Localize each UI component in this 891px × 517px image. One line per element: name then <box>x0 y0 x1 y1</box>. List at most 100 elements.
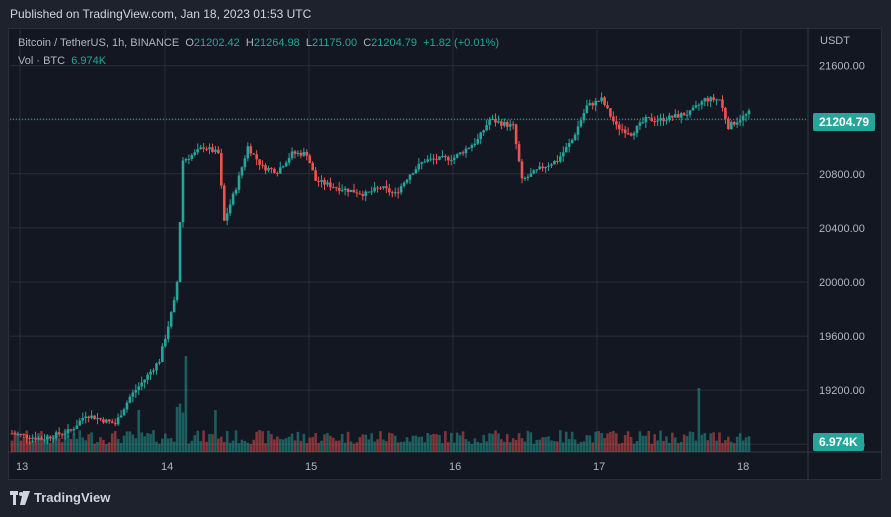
candle-body <box>281 166 285 168</box>
volume-bar <box>84 440 87 452</box>
volume-bar <box>122 435 126 452</box>
volume-bar <box>184 356 188 452</box>
volume-bar <box>281 439 285 452</box>
tradingview-logo-icon <box>10 490 30 505</box>
volume-bar <box>161 438 164 452</box>
candle-body <box>441 156 444 158</box>
candle-body <box>564 146 568 153</box>
candle-body <box>367 191 371 193</box>
volume-bar <box>287 436 291 452</box>
candle-body <box>261 164 264 166</box>
volume-bar <box>396 442 400 452</box>
published-text: Published on TradingView.com, Jan 18, 20… <box>10 7 312 21</box>
volume-bar <box>317 442 320 452</box>
candle-body <box>293 151 297 154</box>
volume-bar <box>163 433 167 452</box>
volume-bar <box>629 436 633 452</box>
volume-bar <box>379 431 382 452</box>
candle-body <box>140 382 144 387</box>
candle-body <box>538 166 541 170</box>
candle-body <box>214 149 217 153</box>
time-tick-label: 17 <box>593 461 605 473</box>
candle-body <box>193 152 197 156</box>
volume-bar <box>606 433 609 452</box>
volume-bar <box>187 443 191 452</box>
candle-body <box>379 187 382 189</box>
candle-body <box>473 143 477 146</box>
price-chart[interactable]: 21600.0021200.0020800.0020400.0020000.00… <box>8 28 882 480</box>
candle-body <box>382 186 385 188</box>
volume-bar <box>382 439 385 452</box>
volume-bar <box>51 434 55 452</box>
candle-body <box>606 105 609 109</box>
candle-body <box>317 180 320 182</box>
volume-bar <box>358 437 362 452</box>
candle-body <box>503 121 506 126</box>
candle-body <box>225 213 229 221</box>
candle-body <box>438 156 441 160</box>
volume-label[interactable]: Vol · BTC <box>18 55 66 67</box>
candle-body <box>579 120 583 127</box>
candle-body <box>326 182 329 185</box>
candle-body <box>402 182 406 187</box>
volume-bar <box>458 435 462 452</box>
volume-bar <box>220 436 223 452</box>
candle-body <box>72 429 76 431</box>
volume-bar <box>199 441 202 452</box>
volume-bar <box>346 431 350 452</box>
volume-bar <box>417 436 421 452</box>
chart-frame[interactable] <box>8 28 882 480</box>
volume-bar <box>523 441 527 452</box>
volume-bar <box>706 440 710 452</box>
volume-bar <box>455 432 459 452</box>
candle-body <box>102 419 105 423</box>
candle-body <box>482 130 485 133</box>
low-label: L <box>305 37 312 49</box>
volume-bar <box>582 441 586 452</box>
price-tick-label: 19200.00 <box>819 385 865 397</box>
last-price-tag: 21204.79 <box>813 113 876 131</box>
volume-bar <box>152 430 155 452</box>
volume-bar <box>105 443 108 452</box>
candle-body <box>81 417 85 421</box>
volume-bar <box>225 431 229 452</box>
candle-body <box>370 191 373 193</box>
volume-bar <box>550 440 553 452</box>
volume-bar <box>623 435 627 452</box>
candle-body <box>479 132 483 140</box>
candle-body <box>718 99 721 101</box>
candle-body <box>231 193 235 205</box>
candle-body <box>570 139 574 144</box>
volume-bar <box>329 435 332 452</box>
volume-bar <box>494 430 497 452</box>
volume-bar <box>600 432 603 452</box>
candle-body <box>202 147 205 149</box>
volume-bar <box>432 433 435 452</box>
volume-bar <box>612 430 615 452</box>
symbol-label[interactable]: Bitcoin / TetherUS, 1h, BINANCE <box>18 37 180 49</box>
volume-bar <box>155 441 158 452</box>
candle-body <box>240 167 244 176</box>
candle-body <box>19 434 23 436</box>
volume-bar <box>326 432 329 452</box>
volume-bar <box>526 430 530 452</box>
volume-bar <box>682 434 686 452</box>
candle-body <box>700 101 704 105</box>
volume-bar <box>538 439 541 452</box>
volume-bar <box>296 431 300 452</box>
volume-bar <box>632 443 636 452</box>
volume-bar <box>470 443 474 452</box>
candle-body <box>547 165 550 167</box>
volume-bar <box>57 437 61 452</box>
volume-bar <box>172 441 176 452</box>
candle-body <box>346 188 350 193</box>
volume-bar <box>709 433 712 452</box>
candle-body <box>385 186 388 189</box>
volume-bar <box>491 433 494 452</box>
candle-body <box>476 139 480 144</box>
candle-body <box>314 170 317 181</box>
volume-bar <box>559 430 562 452</box>
tradingview-logo[interactable]: TradingView <box>10 490 110 505</box>
price-tick-label: 20400.00 <box>819 223 865 235</box>
volume-bar <box>34 440 37 452</box>
